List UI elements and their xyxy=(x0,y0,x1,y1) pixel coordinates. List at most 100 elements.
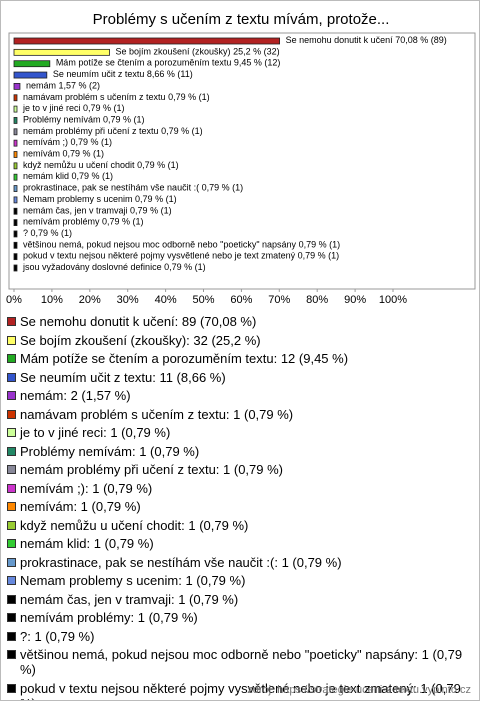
x-tick-label: 30% xyxy=(117,294,139,306)
legend-swatch xyxy=(7,391,16,400)
bar xyxy=(13,105,18,113)
legend-label: nemívám ;): 1 (0,79 %) xyxy=(20,480,153,496)
bar-label: Se nemohu donutit k učení 70,08 % (89) xyxy=(286,35,447,45)
bar-category: Se neumím učit z textu xyxy=(53,69,145,79)
bar-value-label: 9,45 % (12) xyxy=(234,58,281,68)
legend-swatch xyxy=(7,576,16,585)
bar xyxy=(13,241,18,249)
legend-item: Se neumím učit z textu: 11 (8,66 %) xyxy=(7,370,469,385)
bar-label: nemívám 0,79 % (1) xyxy=(23,149,104,159)
legend-item: Mám potíže se čtením a porozuměním textu… xyxy=(7,351,469,366)
legend-label: nemám problémy při učení z textu: 1 (0,7… xyxy=(20,462,284,477)
legend-item: nemívám problémy: 1 (0,79 %) xyxy=(7,610,469,625)
bar-label: nemám čas, jen v tramvaji 0,79 % (1) xyxy=(23,206,172,216)
bar-value-label: 0,79 % (1) xyxy=(164,262,206,272)
legend-label: Se nemohu donutit k učení: 89 (70,08 %) xyxy=(20,314,257,329)
bar-category: Se bojím zkoušení (zkoušky) xyxy=(116,47,231,57)
bar xyxy=(13,253,18,261)
bar-value-label: 0,79 % (1) xyxy=(137,160,179,170)
x-tick-label: 70% xyxy=(268,294,290,306)
legend-item: ?: 1 (0,79 %) xyxy=(7,629,469,644)
bar xyxy=(13,128,18,136)
bar-category: nemívám xyxy=(23,149,60,159)
legend-label: Se bojím zkoušení (zkoušky): 32 (25,2 %) xyxy=(20,332,261,348)
bar-value-label: 0,79 % (1) xyxy=(31,228,73,238)
bar-value-label: 1,57 % (2) xyxy=(58,81,100,91)
bar-label: nemám problémy při učení z textu 0,79 % … xyxy=(23,126,203,136)
legend-item: je to v jiné reci: 1 (0,79 %) xyxy=(7,425,469,440)
bar-label: nemívám ;) 0,79 % (1) xyxy=(23,138,112,148)
legend-swatch xyxy=(7,631,16,641)
bar-label: Nemam problemy s ucenim 0,79 % (1) xyxy=(23,194,177,204)
x-tick-label: 50% xyxy=(192,294,214,306)
legend-swatch xyxy=(7,483,16,493)
bar-category: jsou vyžadovány doslovné definice xyxy=(22,262,162,272)
legend-swatch xyxy=(7,354,16,363)
bar-value-label: 0,79 % (1) xyxy=(72,172,114,182)
legend-label: nemívám problémy: 1 (0,79 %) xyxy=(20,610,198,625)
bar-category: prokrastinace, pak se nestíhám vše nauči… xyxy=(23,183,199,193)
bar xyxy=(13,207,18,215)
legend-swatch xyxy=(7,465,16,474)
x-tick-label: 90% xyxy=(344,294,366,306)
legend-swatch xyxy=(7,520,16,530)
bar-label: většinou nemá, pokud nejsou moc odborně … xyxy=(23,240,340,250)
bar xyxy=(13,48,110,56)
x-tick-label: 80% xyxy=(306,294,328,306)
x-tick-label: 20% xyxy=(79,294,101,306)
legend-item: většinou nemá, pokud nejsou moc odborně … xyxy=(7,647,469,677)
legend-swatch xyxy=(7,428,16,437)
bar-value-label: 0,79 % (1) xyxy=(298,251,340,261)
bar-category: většinou nemá, pokud nejsou moc odborně … xyxy=(23,240,297,250)
bar-value-label: 0,79 % (1) xyxy=(71,138,113,148)
bar-category: nemívám problémy xyxy=(23,217,100,227)
chart: Problémy s učením z textu mívám, protože… xyxy=(6,11,476,306)
bar-category: když nemůžu u učení chodit xyxy=(23,160,135,170)
legend-swatch xyxy=(7,613,16,622)
bar-category: nemám problémy při učení z textu xyxy=(23,126,159,136)
bar-value-label: 0,79 % (1) xyxy=(130,206,172,216)
legend-label: prokrastinace, pak se nestíhám vše nauči… xyxy=(20,554,342,570)
bar xyxy=(13,151,18,158)
bar xyxy=(13,185,18,192)
legend-swatch xyxy=(7,650,16,659)
bar-category: je to v jiné reci xyxy=(22,103,81,113)
legend-label: když nemůžu u učení chodit: 1 (0,79 %) xyxy=(20,517,249,533)
legend-item: nemám klid: 1 (0,79 %) xyxy=(7,536,469,551)
bar-label: nemívám problémy 0,79 % (1) xyxy=(23,217,144,227)
legend-item: nemívám: 1 (0,79 %) xyxy=(7,499,469,514)
legend-label: Problémy nemívám: 1 (0,79 %) xyxy=(20,443,200,459)
bar-value-label: 0,79 % (1) xyxy=(63,149,105,159)
bar xyxy=(13,230,18,238)
legend-item: Se nemohu donutit k učení: 89 (70,08 %) xyxy=(7,314,469,329)
legend-label: namávam problém s učením z textu: 1 (0,7… xyxy=(20,406,294,422)
bar-category: nemám čas, jen v tramvaji xyxy=(23,206,128,216)
x-tick-label: 100% xyxy=(379,294,407,306)
legend-label: nemám: 2 (1,57 %) xyxy=(20,388,131,403)
legend-item: nemám čas, jen v tramvaji: 1 (0,79 %) xyxy=(7,592,469,607)
legend-label: nemívám: 1 (0,79 %) xyxy=(20,499,141,514)
bar-label: prokrastinace, pak se nestíhám vše nauči… xyxy=(23,183,243,193)
x-tick-label: 60% xyxy=(230,294,252,306)
legend-label: je to v jiné reci: 1 (0,79 %) xyxy=(20,425,171,440)
bar-label: když nemůžu u učení chodit 0,79 % (1) xyxy=(23,160,179,170)
legend-swatch xyxy=(7,502,16,511)
legend-item: Se bojím zkoušení (zkoušky): 32 (25,2 %) xyxy=(7,333,469,348)
bar-category: nemám klid xyxy=(23,172,69,182)
legend-label: pokud v textu nejsou některé pojmy vysvě… xyxy=(20,680,461,701)
bar-category: ? xyxy=(23,228,28,238)
legend-swatch xyxy=(7,683,16,693)
bar xyxy=(13,94,18,102)
plot-frame xyxy=(8,32,476,290)
bar-category: pokud v textu nejsou některé pojmy vysvě… xyxy=(23,251,296,261)
legend-swatch xyxy=(7,335,16,345)
bar xyxy=(13,71,48,79)
bar-value-label: 0,79 % (1) xyxy=(135,194,177,204)
bar-value-label: 0,79 % (1) xyxy=(161,126,203,136)
legend-swatch xyxy=(7,539,16,548)
legend-label: Mám potíže se čtením a porozuměním textu… xyxy=(20,351,349,366)
bar xyxy=(13,139,18,147)
bar-value-label: 0,79 % (1) xyxy=(168,92,210,102)
bar-label: Se bojím zkoušení (zkoušky) 25,2 % (32) xyxy=(116,47,280,57)
bar-label: Mám potíže se čtením a porozuměním textu… xyxy=(56,58,281,68)
